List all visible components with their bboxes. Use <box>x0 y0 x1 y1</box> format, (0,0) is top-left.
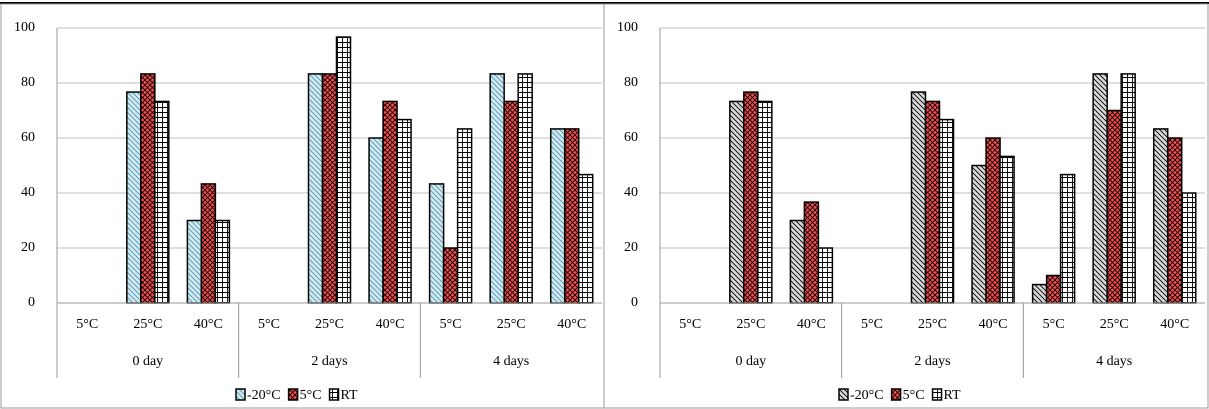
bar <box>985 137 1001 304</box>
x-tick-label: 5°C <box>679 317 701 332</box>
bar <box>1152 128 1169 304</box>
legend-label: RT <box>944 388 961 403</box>
bar <box>489 73 505 304</box>
y-tick-label: 20 <box>624 240 638 255</box>
x-tick-label: 40°C <box>194 317 223 332</box>
bar <box>1045 274 1062 304</box>
bar <box>456 128 473 304</box>
group-label: 4 days <box>1096 354 1132 369</box>
x-tick-label: 40°C <box>1160 317 1189 332</box>
bar <box>924 100 941 304</box>
x-tick-label: 25°C <box>1100 317 1129 332</box>
bar <box>335 36 352 304</box>
bar <box>729 100 745 304</box>
bar <box>789 219 806 304</box>
bar <box>1106 109 1122 304</box>
x-tick-label: 25°C <box>736 317 765 332</box>
bar <box>396 118 412 304</box>
bar <box>307 73 324 304</box>
group-label: 0 day <box>735 354 766 369</box>
x-tick-label: 25°C <box>133 317 162 332</box>
legend-label: -20°C <box>247 388 281 403</box>
bar <box>140 73 156 304</box>
group-label: 2 days <box>311 354 347 369</box>
x-tick-label: 5°C <box>861 317 883 332</box>
bar <box>817 247 834 304</box>
y-tick-label: 60 <box>624 130 638 145</box>
bar <box>382 100 398 304</box>
y-tick-label: 100 <box>617 20 638 35</box>
legend-swatch <box>287 388 299 401</box>
bar <box>200 183 217 304</box>
bar <box>442 247 459 304</box>
x-tick-label: 5°C <box>258 317 280 332</box>
bar <box>428 183 445 304</box>
x-tick-label: 40°C <box>376 317 405 332</box>
y-tick-label: 40 <box>624 185 638 200</box>
bar <box>910 91 927 304</box>
y-tick-label: 40 <box>21 185 35 200</box>
bar <box>1180 192 1197 304</box>
legend-swatch <box>931 388 943 401</box>
legend-label: RT <box>341 388 358 403</box>
x-tick-label: 25°C <box>918 317 947 332</box>
group-label: 2 days <box>914 354 950 369</box>
bar <box>563 128 580 304</box>
y-tick-label: 0 <box>28 295 35 310</box>
bar <box>938 118 955 304</box>
bar <box>577 173 594 304</box>
bar <box>126 91 142 304</box>
y-tick-label: 80 <box>21 75 35 90</box>
bar <box>186 219 203 304</box>
legend-swatch <box>328 388 340 401</box>
x-tick-label: 25°C <box>315 317 344 332</box>
bar <box>214 219 231 304</box>
bar <box>743 91 759 304</box>
x-tick-label: 40°C <box>979 317 1008 332</box>
legend-swatch <box>838 388 849 401</box>
y-tick-label: 100 <box>14 20 35 35</box>
group-label: 0 day <box>132 354 163 369</box>
bar <box>803 201 820 304</box>
y-tick-label: 0 <box>631 295 638 310</box>
bar <box>1120 73 1136 304</box>
legend-swatch <box>235 388 246 401</box>
bar <box>517 73 533 304</box>
x-tick-label: 25°C <box>497 317 526 332</box>
bar <box>999 155 1015 304</box>
bar <box>971 164 987 304</box>
legend-label: 5°C <box>903 388 925 403</box>
bar <box>1166 137 1183 304</box>
bar <box>503 100 519 304</box>
bar <box>368 137 384 304</box>
bar <box>321 73 338 304</box>
x-tick-label: 5°C <box>76 317 98 332</box>
y-tick-label: 20 <box>21 240 35 255</box>
legend-label: -20°C <box>850 388 884 403</box>
bar <box>154 100 170 304</box>
bar <box>1031 283 1048 304</box>
panel-border <box>603 3 1209 409</box>
legend-label: 5°C <box>300 388 322 403</box>
legend-swatch <box>890 388 902 401</box>
bar <box>1059 173 1076 304</box>
x-tick-label: 5°C <box>1043 317 1065 332</box>
x-tick-label: 5°C <box>440 317 462 332</box>
y-tick-label: 60 <box>21 130 35 145</box>
x-tick-label: 40°C <box>557 317 586 332</box>
y-tick-label: 80 <box>624 75 638 90</box>
group-label: 4 days <box>493 354 529 369</box>
x-tick-label: 40°C <box>797 317 826 332</box>
bar <box>1092 73 1108 304</box>
bar <box>757 100 773 304</box>
bar <box>549 128 566 304</box>
